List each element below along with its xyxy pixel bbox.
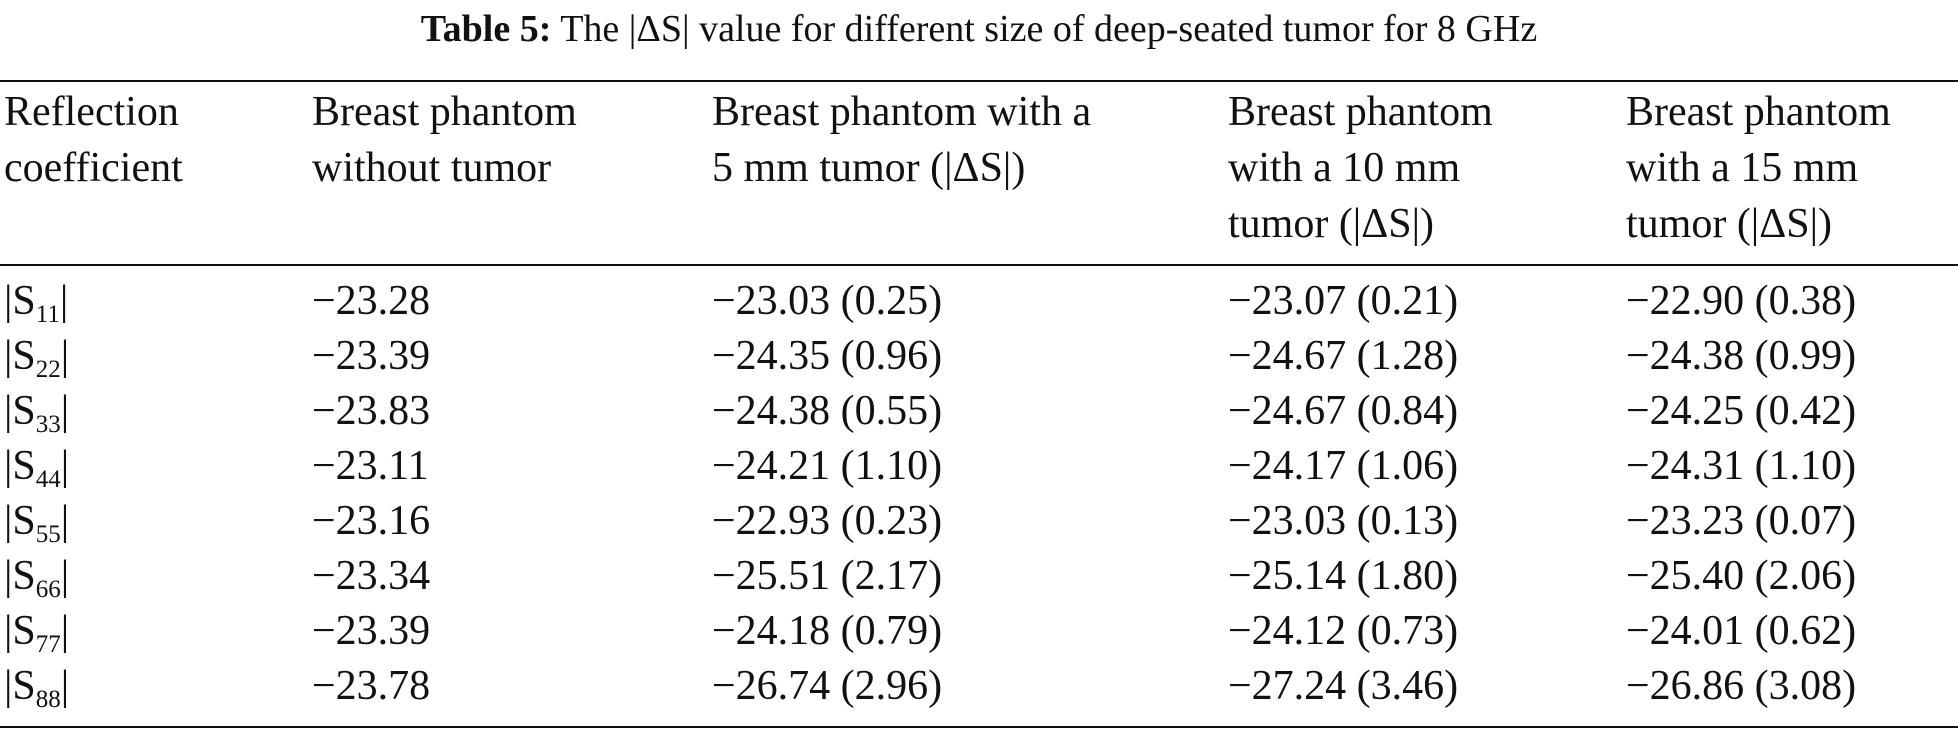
table-row: |S55| −23.16 −22.93 (0.23) −23.03 (0.13)… xyxy=(0,494,1958,549)
tumor-15mm-cell: −23.23 (0.07) xyxy=(1626,498,1857,544)
table-label: Table 5: xyxy=(420,8,552,50)
coefficient-cell: |S88| xyxy=(4,663,70,713)
tumor-5mm-cell: −25.51 (2.17) xyxy=(712,553,943,599)
tumor-10mm-cell: −24.12 (0.73) xyxy=(1228,608,1459,654)
tumor-5mm-cell: −24.21 (1.10) xyxy=(712,443,943,489)
without-tumor-cell: −23.28 xyxy=(312,278,431,324)
coefficient-subscript: 11 xyxy=(35,301,60,328)
table-row: |S66| −23.34 −25.51 (2.17) −25.14 (1.80)… xyxy=(0,549,1958,604)
without-tumor-cell: −23.39 xyxy=(312,333,431,379)
coefficient-subscript: 22 xyxy=(35,356,61,383)
table-caption: Table 5: The |ΔS| value for different si… xyxy=(0,0,1958,60)
coefficient-subscript: 66 xyxy=(35,576,61,603)
tumor-5mm-cell: −24.35 (0.96) xyxy=(712,333,943,379)
coefficient-subscript: 33 xyxy=(35,411,61,438)
tumor-10mm-cell: −27.24 (3.46) xyxy=(1228,663,1459,709)
tumor-10mm-cell: −24.67 (1.28) xyxy=(1228,333,1459,379)
header-reflection-coefficient: Reflection coefficient xyxy=(4,89,183,191)
without-tumor-cell: −23.83 xyxy=(312,388,431,434)
tumor-5mm-cell: −24.18 (0.79) xyxy=(712,608,943,654)
coefficient-cell: |S22| xyxy=(4,333,70,383)
tumor-10mm-cell: −24.17 (1.06) xyxy=(1228,443,1459,489)
coefficient-cell: |S11| xyxy=(4,278,69,328)
tumor-15mm-cell: −25.40 (2.06) xyxy=(1626,553,1857,599)
coefficient-cell: |S66| xyxy=(4,553,70,603)
coefficient-subscript: 88 xyxy=(35,686,61,713)
tumor-10mm-cell: −23.07 (0.21) xyxy=(1228,278,1459,324)
bottom-rule xyxy=(0,726,1958,728)
tumor-5mm-cell: −24.38 (0.55) xyxy=(712,388,943,434)
table-row: |S77| −23.39 −24.18 (0.79) −24.12 (0.73)… xyxy=(0,604,1958,659)
table-row: |S11| −23.28 −23.03 (0.25) −23.07 (0.21)… xyxy=(0,274,1958,329)
caption-text: The |ΔS| value for different size of dee… xyxy=(560,8,1538,50)
table-row: |S44| −23.11 −24.21 (1.10) −24.17 (1.06)… xyxy=(0,439,1958,494)
coefficient-cell: |S55| xyxy=(4,498,70,548)
coefficient-subscript: 55 xyxy=(35,521,61,548)
tumor-10mm-cell: −24.67 (0.84) xyxy=(1228,388,1459,434)
tumor-15mm-cell: −24.25 (0.42) xyxy=(1626,388,1857,434)
tumor-15mm-cell: −22.90 (0.38) xyxy=(1626,278,1857,324)
coefficient-subscript: 77 xyxy=(35,631,61,658)
coefficient-cell: |S77| xyxy=(4,608,70,658)
without-tumor-cell: −23.34 xyxy=(312,553,431,599)
coefficient-cell: |S33| xyxy=(4,388,70,438)
tumor-15mm-cell: −24.31 (1.10) xyxy=(1626,443,1857,489)
header-rule xyxy=(0,264,1958,266)
tumor-15mm-cell: −26.86 (3.08) xyxy=(1626,663,1857,709)
tumor-10mm-cell: −23.03 (0.13) xyxy=(1228,498,1459,544)
without-tumor-cell: −23.16 xyxy=(312,498,431,544)
header-15mm-tumor: Breast phantom with a 15 mm tumor (|ΔS|) xyxy=(1626,89,1891,247)
coefficient-subscript: 44 xyxy=(35,466,61,493)
header-5mm-tumor: Breast phantom with a 5 mm tumor (|ΔS|) xyxy=(712,89,1092,191)
table-row: |S22| −23.39 −24.35 (0.96) −24.67 (1.28)… xyxy=(0,329,1958,384)
table-row: |S88| −23.78 −26.74 (2.96) −27.24 (3.46)… xyxy=(0,659,1958,714)
table-row: |S33| −23.83 −24.38 (0.55) −24.67 (0.84)… xyxy=(0,384,1958,439)
without-tumor-cell: −23.39 xyxy=(312,608,431,654)
tumor-5mm-cell: −23.03 (0.25) xyxy=(712,278,943,324)
tumor-5mm-cell: −26.74 (2.96) xyxy=(712,663,943,709)
tumor-5mm-cell: −22.93 (0.23) xyxy=(712,498,943,544)
header-10mm-tumor: Breast phantom with a 10 mm tumor (|ΔS|) xyxy=(1228,89,1493,247)
without-tumor-cell: −23.11 xyxy=(312,443,429,489)
coefficient-cell: |S44| xyxy=(4,443,70,493)
top-rule xyxy=(0,80,1958,82)
tumor-15mm-cell: −24.01 (0.62) xyxy=(1626,608,1857,654)
header-without-tumor: Breast phantom without tumor xyxy=(312,89,577,191)
tumor-15mm-cell: −24.38 (0.99) xyxy=(1626,333,1857,379)
tumor-10mm-cell: −25.14 (1.80) xyxy=(1228,553,1459,599)
without-tumor-cell: −23.78 xyxy=(312,663,431,709)
